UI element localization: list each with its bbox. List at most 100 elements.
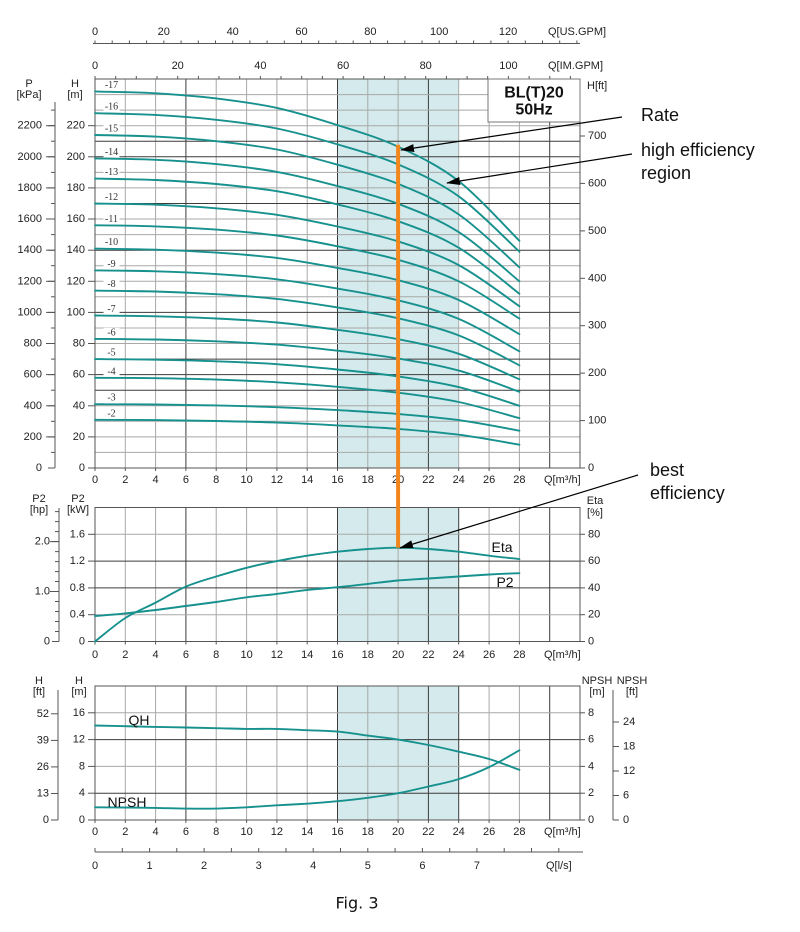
y-right-tick-label: 0 <box>588 814 594 826</box>
x-tick-label: 14 <box>301 649 313 661</box>
outer-right-tick-label: 0 <box>623 814 629 826</box>
series-curve-stages-12 <box>94 202 521 308</box>
y-right-tick-label: 400 <box>588 272 606 284</box>
x-tick-label: 8 <box>213 826 219 838</box>
outer-right-tick-label: 6 <box>623 790 629 802</box>
series-curve-stages-11 <box>94 224 521 320</box>
pressure-axis-title: P <box>25 78 32 90</box>
annotations: Rate high efficiency region best efficie… <box>399 105 755 549</box>
lps-tick-label: 6 <box>419 860 425 872</box>
y-left-tick-label: 100 <box>67 306 85 318</box>
y-right-tick-label: 4 <box>588 760 594 772</box>
lps-tick-label: 7 <box>474 860 480 872</box>
x-tick-label: 24 <box>453 649 465 661</box>
stage-count-label: -11 <box>105 214 118 225</box>
x-tick-label: 0 <box>92 474 98 486</box>
rate-annotation: Rate <box>641 105 679 125</box>
outer-left-tick-label: 1200 <box>18 275 42 287</box>
us-gpm-axis-label: Q[US.GPM] <box>548 26 606 38</box>
y-right-tick-label: 80 <box>588 528 600 540</box>
x-tick-label: 18 <box>362 474 374 486</box>
x-tick-label: 4 <box>153 474 159 486</box>
axes-layer <box>46 40 619 853</box>
y-left-tick-label: 180 <box>67 182 85 194</box>
head-ft-axis-unit: [ft] <box>33 686 45 698</box>
stage-label-background <box>103 102 120 113</box>
model-frequency: 50Hz <box>515 102 552 119</box>
x-tick-label: 0 <box>92 649 98 661</box>
outer-left-tick-label: 2.0 <box>35 536 50 548</box>
lps-tick-label: 0 <box>92 860 98 872</box>
x-tick-label: 14 <box>301 474 313 486</box>
us-gpm-tick-label: 120 <box>499 26 517 38</box>
stage-count-label: -9 <box>107 259 115 270</box>
stage-label-background <box>103 304 120 315</box>
x-tick-label: 6 <box>183 474 189 486</box>
y-right-tick-label: 700 <box>588 130 606 142</box>
stage-count-label: -5 <box>107 348 115 359</box>
x-tick-label: 16 <box>331 474 343 486</box>
x-tick-label: 8 <box>213 474 219 486</box>
head-ft-axis-title: H[ft] <box>587 80 607 92</box>
lps-axis-label: Q[l/s] <box>546 860 572 872</box>
series-curve-stages-16 <box>94 112 521 253</box>
power-chart-axis-titles: P2 [hp] P2 [kW] Eta [%] <box>30 493 604 519</box>
y-left-tick-label: 60 <box>73 369 85 381</box>
stage-label-background <box>103 124 120 135</box>
stage-label-background <box>103 80 120 91</box>
best-efficiency-annotation-line1: best <box>650 460 684 480</box>
x-tick-label: 24 <box>453 474 465 486</box>
best-efficiency-annotation-line2: efficiency <box>650 483 725 503</box>
stage-label-background <box>103 214 120 225</box>
x-tick-label: 16 <box>331 826 343 838</box>
series-label-npsh: NPSH <box>108 794 147 810</box>
stage-count-label: -16 <box>105 102 118 113</box>
stage-label-background <box>103 259 120 270</box>
y-left-tick-label: 120 <box>67 275 85 287</box>
x-tick-label: 28 <box>513 826 525 838</box>
im-gpm-tick-label: 20 <box>172 60 184 72</box>
outer-left-tick-label: 1800 <box>18 182 42 194</box>
pressure-axis-unit: [kPa] <box>16 89 41 101</box>
series-curve-stages-6 <box>94 337 521 393</box>
y-left-tick-label: 40 <box>73 400 85 412</box>
y-left-tick-label: 220 <box>67 120 85 132</box>
y-right-tick-label: 20 <box>588 609 600 621</box>
series-curve-stages-3 <box>94 403 521 432</box>
power-hp-axis-unit: [hp] <box>30 504 48 516</box>
x-tick-label: 20 <box>392 826 404 838</box>
power-kw-axis-title: P2 <box>71 493 84 505</box>
x-axis-label: Q[m³/h] <box>544 826 581 838</box>
outer-left-tick-label: 200 <box>24 431 42 443</box>
x-axis-label: Q[m³/h] <box>544 649 581 661</box>
y-left-tick-label: 200 <box>67 151 85 163</box>
stage-count-label: -3 <box>107 393 115 404</box>
series-curve-qh <box>94 724 521 771</box>
npsh-ft-axis-title: NPSH <box>617 675 648 687</box>
outer-left-tick-label: 0 <box>44 636 50 648</box>
npsh-m-axis-title: NPSH <box>582 675 613 687</box>
y-right-tick-label: 0 <box>588 462 594 474</box>
series-label-p2: P2 <box>496 574 513 590</box>
stage-label-background <box>103 167 120 178</box>
head-chart-axis-titles: P [kPa] H [m] H[ft] <box>16 78 607 101</box>
x-tick-label: 24 <box>453 826 465 838</box>
series-curve-stages-13 <box>94 177 521 295</box>
model-box-background <box>487 78 581 123</box>
outer-left-tick-label: 600 <box>24 369 42 381</box>
x-tick-label: 8 <box>213 649 219 661</box>
series-curve-stages-7 <box>94 314 521 381</box>
im-gpm-tick-label: 60 <box>337 60 349 72</box>
stage-count-label: -6 <box>107 327 115 338</box>
stage-count-label: -14 <box>105 147 118 158</box>
outer-left-tick-label: 0 <box>36 462 42 474</box>
head-m-axis-unit: [m] <box>71 686 86 698</box>
series-curve-npsh <box>94 749 521 810</box>
x-tick-label: 6 <box>183 649 189 661</box>
y-right-tick-label: 500 <box>588 225 606 237</box>
x-tick-label: 22 <box>422 826 434 838</box>
head-axis-unit: [m] <box>67 89 82 101</box>
stage-count-label: -4 <box>107 366 115 377</box>
outer-left-tick-label: 1400 <box>18 244 42 256</box>
us-gpm-tick-label: 40 <box>227 26 239 38</box>
